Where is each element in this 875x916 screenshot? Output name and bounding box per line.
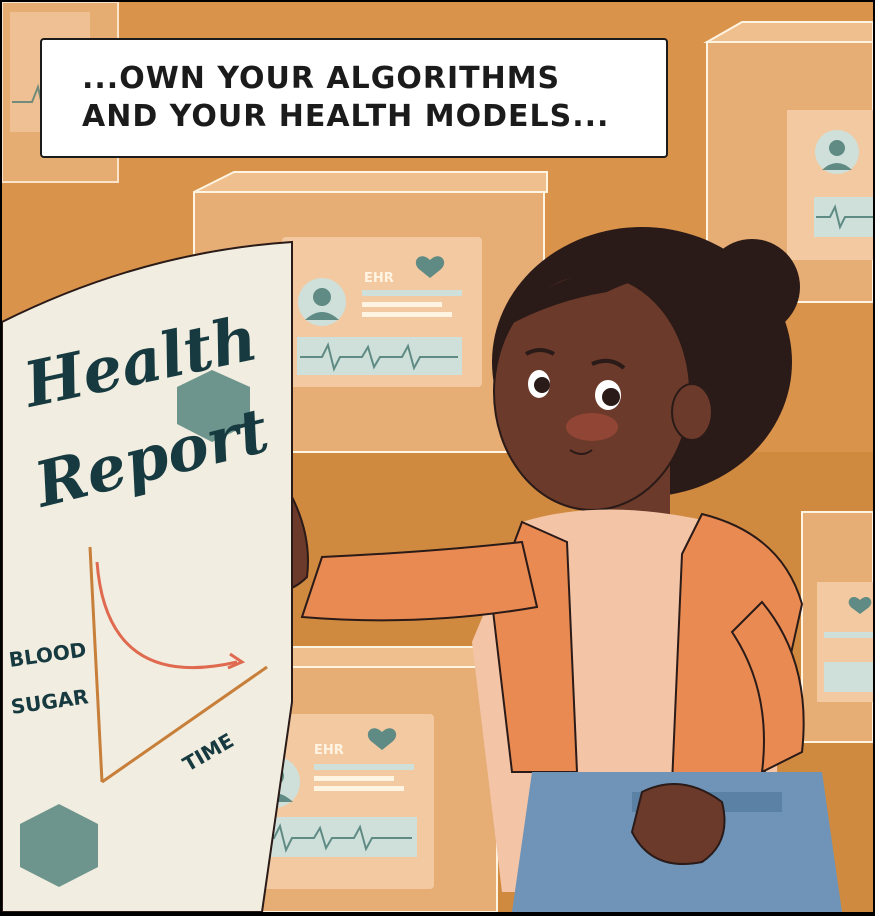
caption-line-2: AND YOUR HEALTH MODELS... <box>82 99 610 134</box>
caption-box: ...OWN YOUR ALGORITHMS AND YOUR HEALTH M… <box>40 38 668 158</box>
health-report-paper: Health Report BLOOD SUGAR TIME <box>2 240 293 912</box>
ehr-label: EHR <box>314 743 344 758</box>
ehr-label: EHR <box>364 271 394 286</box>
glass-box-right <box>801 511 873 743</box>
caption-line-1: ...OWN YOUR ALGORITHMS <box>82 61 561 96</box>
